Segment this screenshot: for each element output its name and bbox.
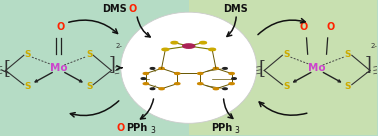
Text: S: S bbox=[283, 50, 290, 59]
Circle shape bbox=[213, 88, 218, 90]
Text: [: [ bbox=[3, 59, 10, 77]
Circle shape bbox=[229, 83, 234, 85]
Circle shape bbox=[223, 88, 227, 89]
Circle shape bbox=[175, 83, 180, 85]
Text: PPh: PPh bbox=[127, 123, 148, 133]
Text: S: S bbox=[86, 82, 93, 91]
Circle shape bbox=[159, 88, 164, 90]
Text: [: [ bbox=[259, 59, 266, 77]
Ellipse shape bbox=[121, 12, 257, 123]
Text: O: O bbox=[300, 22, 308, 32]
Bar bbox=[0, 0, 189, 135]
Text: O: O bbox=[56, 22, 65, 32]
Text: S: S bbox=[345, 82, 351, 91]
Text: O: O bbox=[129, 4, 136, 14]
Text: PPh: PPh bbox=[211, 123, 232, 133]
Circle shape bbox=[141, 78, 146, 79]
Circle shape bbox=[200, 41, 206, 44]
Circle shape bbox=[198, 83, 203, 85]
Text: S: S bbox=[24, 50, 31, 59]
Circle shape bbox=[229, 72, 234, 74]
Text: ]: ] bbox=[365, 55, 372, 73]
Circle shape bbox=[150, 88, 155, 89]
Text: 2-: 2- bbox=[115, 43, 122, 49]
Circle shape bbox=[213, 67, 218, 69]
Circle shape bbox=[175, 72, 180, 74]
Text: 2-: 2- bbox=[370, 43, 377, 49]
Text: 3: 3 bbox=[235, 126, 240, 135]
Circle shape bbox=[183, 44, 195, 48]
Text: ]: ] bbox=[109, 55, 116, 73]
Circle shape bbox=[198, 72, 203, 74]
Circle shape bbox=[162, 48, 169, 51]
Text: O: O bbox=[326, 22, 335, 32]
Circle shape bbox=[143, 83, 149, 85]
Text: DMS: DMS bbox=[102, 4, 127, 14]
Text: DMS: DMS bbox=[223, 4, 248, 14]
Circle shape bbox=[171, 41, 178, 44]
Text: S: S bbox=[24, 82, 31, 91]
Circle shape bbox=[159, 67, 164, 69]
Circle shape bbox=[143, 72, 149, 74]
Bar bbox=[189, 0, 378, 135]
Text: Mo: Mo bbox=[308, 63, 326, 73]
Circle shape bbox=[209, 48, 215, 51]
Text: S: S bbox=[86, 50, 93, 59]
Text: O: O bbox=[116, 123, 125, 133]
Circle shape bbox=[232, 78, 236, 79]
Text: 3: 3 bbox=[150, 126, 155, 135]
Text: S: S bbox=[345, 50, 351, 59]
Text: S: S bbox=[283, 82, 290, 91]
Text: Mo: Mo bbox=[50, 63, 67, 73]
Circle shape bbox=[150, 68, 155, 69]
Circle shape bbox=[223, 68, 227, 69]
